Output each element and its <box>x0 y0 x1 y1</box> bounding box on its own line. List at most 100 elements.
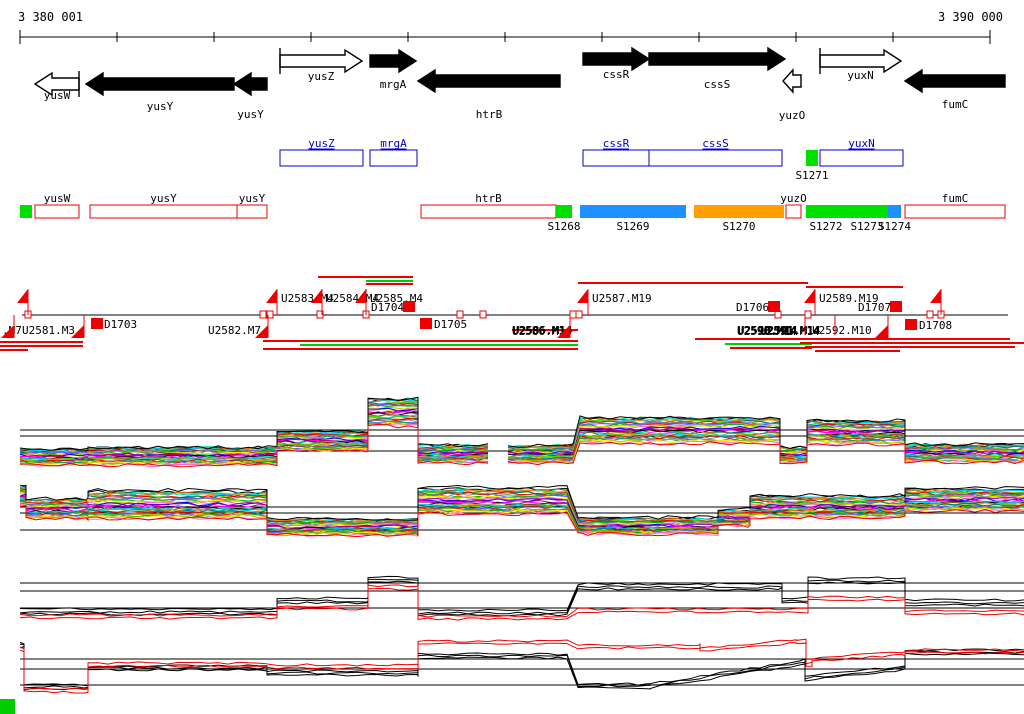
annotation-segment-S1271[interactable] <box>806 150 818 166</box>
tu-dsite-marker-D1706[interactable] <box>768 301 780 312</box>
segment-label-yusY: yusY <box>239 192 266 205</box>
tu-dsite-marker-D1708[interactable] <box>905 319 917 330</box>
tu-promoter-flag-icon[interactable] <box>355 289 366 303</box>
segment-segment-S1268[interactable] <box>556 205 572 218</box>
gene-arrow-mrgA[interactable] <box>369 48 418 74</box>
gene-arrow-yusY[interactable] <box>84 71 235 97</box>
expression-line <box>19 505 1024 538</box>
segment-label-S1273: S1273 <box>850 220 883 233</box>
annotation-box-cssR[interactable] <box>582 149 650 167</box>
tu-label-D1706[interactable]: D1706 <box>736 301 769 314</box>
tu-promoter-flag-icon[interactable] <box>804 289 815 303</box>
expression-line <box>19 580 1024 617</box>
annotation-box-yuxN[interactable] <box>819 149 904 167</box>
expression-line <box>19 486 1024 524</box>
tu-label-D1703[interactable]: D1703 <box>104 318 137 331</box>
tu-label-D1704[interactable]: D1704 <box>371 301 404 314</box>
gene-arrow-fumC[interactable] <box>903 68 1006 94</box>
tu-pole-base <box>575 310 583 319</box>
segment-segment-S1270[interactable] <box>694 205 784 218</box>
gene-label-cssR: cssR <box>603 68 630 81</box>
segment-segment-S1272[interactable] <box>806 205 846 218</box>
gene-arrow-htrB[interactable] <box>416 68 561 94</box>
tu-dsite-marker-D1707[interactable] <box>890 301 902 312</box>
tu-label-U2582.M7[interactable]: U2582.M7 <box>208 324 261 337</box>
gene-label-yuzO: yuzO <box>779 109 806 122</box>
segment-label-yusY: yusY <box>150 192 177 205</box>
ruler-end-coordinate: 3 390 000 <box>937 10 1003 24</box>
expression-line <box>19 494 1024 529</box>
expression-line <box>19 575 1024 612</box>
tu-promoter-flag-icon[interactable] <box>266 289 277 303</box>
annotation-box-yusZ[interactable] <box>279 149 364 167</box>
tu-promoter-flag-icon[interactable] <box>577 289 588 303</box>
tu-pole-base <box>259 310 267 319</box>
segment-segment-S1273[interactable] <box>846 205 888 218</box>
tu-pole-base <box>774 310 782 319</box>
tu-promoter-flag-icon[interactable] <box>930 289 941 303</box>
tu-label-U2587.M19[interactable]: U2587.M19 <box>592 292 652 305</box>
tu-pole-base <box>479 310 487 319</box>
tu-dsite-marker-D1703[interactable] <box>91 318 103 329</box>
tu-label-U2589.M19[interactable]: U2589.M19 <box>819 292 879 305</box>
segment-label-S1269: S1269 <box>616 220 649 233</box>
tu-label-D1707[interactable]: D1707 <box>858 301 891 314</box>
segment-segment-unnamed[interactable] <box>20 205 32 218</box>
segment-box-htrB[interactable] <box>420 204 557 219</box>
gene-arrow-cssS[interactable] <box>648 46 787 72</box>
annotation-label-S1271: S1271 <box>795 169 828 182</box>
annotation-label-yusZ: yusZ <box>308 137 335 150</box>
tu-dsite-marker-D1704[interactable] <box>403 301 415 312</box>
gene-arrow-yusY[interactable] <box>232 71 268 97</box>
gene-arrow-cssR[interactable] <box>582 46 651 72</box>
tu-promoter-flag-icon[interactable] <box>17 289 28 303</box>
expression-line <box>19 578 1024 615</box>
segment-box-yusY[interactable] <box>236 204 268 219</box>
tu-label-overprint: U2591.M14 <box>761 324 821 337</box>
segment-label-htrB: htrB <box>475 192 502 205</box>
annotation-box-cssS[interactable] <box>648 149 783 167</box>
tu-label-D1705[interactable]: D1705 <box>434 318 467 331</box>
tu-label-U2581.M3[interactable]: U2581.M3 <box>22 324 75 337</box>
expression-line <box>19 584 1024 618</box>
segment-box-fumC[interactable] <box>904 204 1006 219</box>
annotation-box-mrgA[interactable] <box>369 149 418 167</box>
expression-line <box>20 484 1024 521</box>
annotation-label-cssR: cssR <box>603 137 630 150</box>
tu-pole-base <box>804 310 812 319</box>
tu-label-D1708[interactable]: D1708 <box>919 319 952 332</box>
tu-promoter-flag-icon[interactable] <box>311 289 322 303</box>
segment-box-yuzO[interactable] <box>785 204 802 219</box>
ruler-start-coordinate: 3 380 001 <box>18 10 84 24</box>
expression-line <box>19 499 1024 533</box>
gene-label-fumC: fumC <box>942 98 969 111</box>
segment-box-yusY[interactable] <box>89 204 238 219</box>
tu-label-U2586.M14[interactable]: U2586.M14 <box>512 324 572 337</box>
segment-label-S1272: S1272 <box>809 220 842 233</box>
tu-label-overprint: U2591.M14 <box>760 325 820 338</box>
tu-pole-base <box>926 310 934 319</box>
tu-label-U2590.M14[interactable]: U2590.M14 <box>737 324 797 337</box>
tu-dsite-marker-D1705[interactable] <box>420 318 432 329</box>
segment-label-S1268: S1268 <box>547 220 580 233</box>
annotation-label-cssS: cssS <box>702 137 729 150</box>
tu-pole-base <box>266 310 274 319</box>
segment-label-fumC: fumC <box>942 192 969 205</box>
tu-label-U2592.M10[interactable]: U2592.M10 <box>812 324 872 337</box>
gene-arrow-yuzO[interactable] <box>782 68 802 94</box>
expression-line <box>19 642 1024 694</box>
tu-label-overprint: U2586.M14 <box>513 324 573 337</box>
gene-arrow-yusZ[interactable] <box>279 48 364 74</box>
tu-terminator-icon[interactable] <box>875 325 888 338</box>
tu-terminator-icon[interactable] <box>255 325 268 338</box>
tu-terminator-icon[interactable] <box>557 325 570 338</box>
expression-line <box>19 396 1024 452</box>
tu-terminator-icon[interactable] <box>71 325 84 338</box>
segment-segment-S1269[interactable] <box>580 205 686 218</box>
segment-segment-S1274[interactable] <box>888 205 901 218</box>
tu-terminator-icon[interactable] <box>1 325 14 338</box>
expression-line <box>19 423 1024 468</box>
tu-pole-base <box>569 310 577 319</box>
segment-box-yusW[interactable] <box>34 204 80 219</box>
